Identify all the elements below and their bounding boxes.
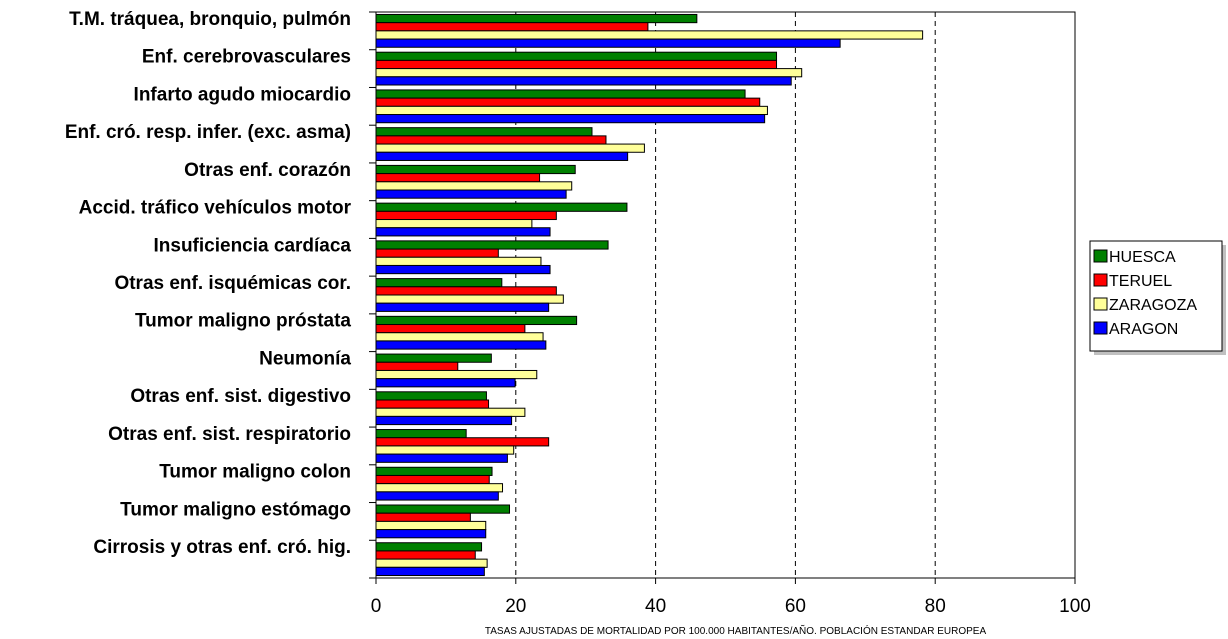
category-label: Insuficiencia cardíaca (154, 235, 352, 256)
x-tick-label: 0 (371, 596, 382, 617)
bar-teruel (375, 474, 490, 485)
bar-aragon (375, 264, 551, 275)
bar-zaragoza (375, 332, 544, 342)
bar-zaragoza (375, 520, 487, 531)
bar-huesca (375, 202, 628, 212)
bar-aragon (375, 491, 499, 501)
bar-zaragoza (375, 143, 645, 153)
category-label: Otras enf. sist. digestivo (130, 386, 351, 407)
bar-teruel (375, 324, 526, 334)
axis-ticks (369, 11, 1076, 584)
bar-huesca (375, 89, 746, 99)
bar-huesca (375, 13, 698, 24)
bar-aragon (375, 529, 487, 539)
x-tick-label: 100 (1059, 596, 1091, 617)
bar-teruel (375, 512, 471, 522)
bar-teruel (375, 437, 550, 447)
legend-swatch-teruel (1093, 273, 1108, 287)
bar-huesca (375, 240, 609, 250)
bar-teruel (375, 210, 557, 221)
x-tick-label: 20 (505, 596, 526, 617)
bar-teruel (375, 286, 557, 296)
bar-huesca (375, 164, 576, 175)
legend-swatch-zaragoza (1093, 297, 1108, 311)
legend-swatch-huesca (1093, 249, 1108, 263)
bar-zaragoza (375, 105, 768, 116)
bars (375, 13, 924, 577)
category-label: Tumor maligno próstata (135, 311, 351, 332)
bar-huesca (375, 466, 493, 476)
bar-huesca (375, 278, 503, 288)
bar-teruel (375, 248, 499, 258)
legend-label-teruel: TERUEL (1109, 273, 1172, 290)
category-label: Cirrosis y otras enf. cró. hig. (93, 537, 351, 558)
category-label: Infarto agudo miocardio (134, 84, 351, 105)
x-axis-label: TASAS AJUSTADAS DE MORTALIDAD POR 100.00… (485, 624, 987, 637)
category-label: Tumor maligno estómago (120, 499, 351, 520)
bar-huesca (375, 51, 778, 61)
bar-teruel (375, 97, 761, 107)
bar-huesca (375, 127, 593, 137)
category-label: Otras enf. isquémicas cor. (114, 273, 351, 294)
bar-aragon (375, 378, 516, 388)
bar-huesca (375, 315, 578, 326)
legend-label-huesca: HUESCA (1109, 249, 1176, 266)
bar-aragon (375, 302, 550, 312)
legend-label-zaragoza: ZARAGOZA (1109, 297, 1197, 314)
bar-teruel (375, 361, 459, 371)
bar-aragon (375, 415, 513, 426)
category-label: Enf. cerebrovasculares (142, 47, 351, 68)
bar-teruel (375, 399, 490, 409)
category-label: T.M. tráquea, bronquio, pulmón (69, 9, 351, 30)
bar-zaragoza (375, 256, 542, 266)
legend-box (1089, 240, 1223, 352)
plot-area-frame (375, 11, 1076, 579)
bar-huesca (375, 429, 467, 439)
legend-label-aragon: ARAGON (1109, 321, 1178, 338)
bar-aragon (375, 38, 841, 48)
bar-zaragoza (375, 445, 515, 455)
bar-zaragoza (375, 30, 924, 40)
category-label: Neumonía (259, 348, 351, 369)
x-tick-label: 40 (645, 596, 666, 617)
x-tick-label: 80 (925, 596, 946, 617)
category-labels: T.M. tráquea, bronquio, pulmón Enf. cereb… (65, 9, 352, 558)
category-label: Tumor maligno colon (159, 462, 351, 483)
category-label: Enf. cró. resp. infer. (exc. asma) (65, 122, 351, 143)
bar-huesca (375, 542, 483, 552)
bar-teruel (375, 135, 607, 145)
bar-zaragoza (375, 219, 533, 229)
bar-aragon (375, 453, 508, 463)
bar-zaragoza (375, 483, 504, 493)
x-tick-label: 60 (785, 596, 806, 617)
bar-aragon (375, 151, 629, 161)
bar-teruel (375, 59, 778, 70)
x-tick-labels: 0 20 40 60 80 100 (371, 596, 1091, 617)
legend: HUESCA TERUEL ZARAGOZA ARAGON (1089, 240, 1226, 355)
bar-aragon (375, 114, 766, 124)
bar-aragon (375, 566, 485, 577)
bar-teruel (375, 22, 649, 32)
bar-aragon (375, 227, 551, 237)
bar-aragon (375, 189, 567, 199)
category-label: Otras enf. corazón (184, 160, 351, 181)
bar-huesca (375, 504, 511, 514)
bar-zaragoza (375, 558, 488, 568)
bar-aragon (375, 340, 547, 350)
category-label: Otras enf. sist. respiratorio (108, 424, 351, 445)
category-label: Accid. tráfico vehículos motor (79, 198, 352, 219)
bar-zaragoza (375, 369, 538, 380)
bar-zaragoza (375, 181, 573, 191)
bar-zaragoza (375, 68, 803, 78)
bar-huesca (375, 391, 487, 401)
legend-swatch-aragon (1093, 321, 1108, 335)
bar-zaragoza (375, 294, 564, 304)
bar-aragon (375, 76, 792, 86)
bar-teruel (375, 173, 541, 183)
bar-huesca (375, 353, 492, 363)
bar-teruel (375, 550, 476, 560)
bar-zaragoza (375, 407, 526, 417)
